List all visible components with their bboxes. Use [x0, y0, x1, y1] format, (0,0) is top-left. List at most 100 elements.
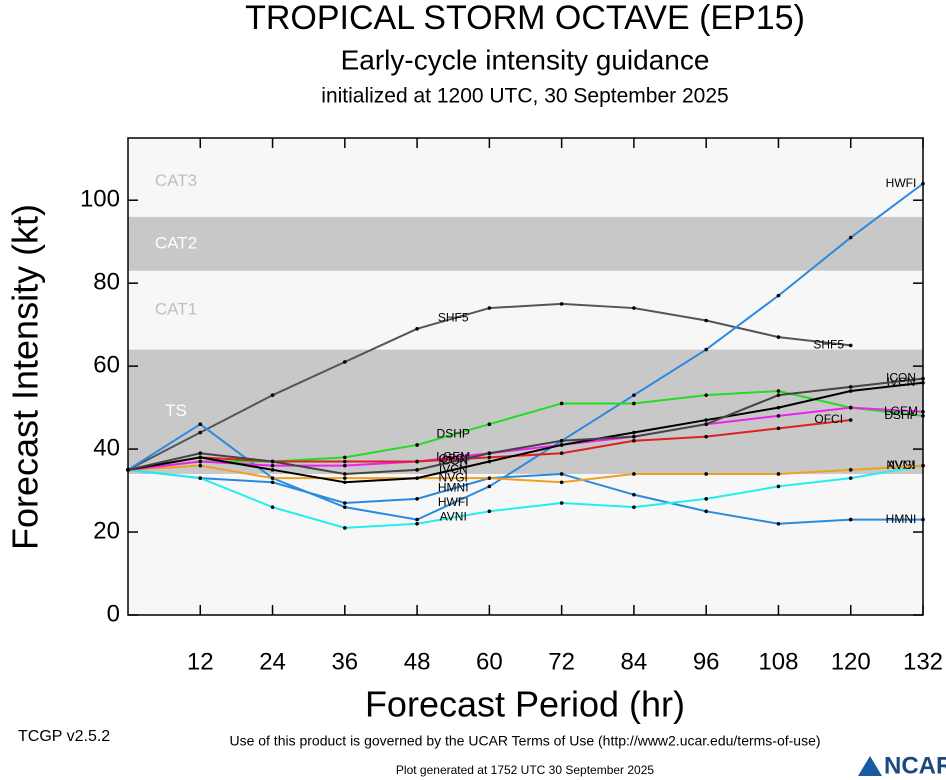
data-point — [343, 455, 347, 460]
x-tick-label: 60 — [476, 648, 503, 675]
plot-frame — [127, 137, 924, 616]
data-point — [487, 509, 492, 514]
data-point — [487, 451, 492, 456]
data-point — [415, 459, 419, 464]
data-point — [848, 385, 853, 389]
data-point — [776, 405, 781, 410]
data-point — [415, 327, 419, 331]
data-point — [198, 451, 203, 456]
data-point — [198, 476, 203, 480]
data-point — [198, 430, 203, 435]
series-line — [127, 406, 924, 471]
data-point — [559, 302, 564, 306]
series-label: OFCI — [439, 452, 468, 466]
x-tick-label: 72 — [548, 648, 575, 675]
band-label: TS — [165, 401, 187, 420]
intensity-band — [128, 146, 923, 217]
data-point — [559, 480, 564, 485]
series-line — [127, 464, 924, 529]
data-point — [632, 401, 636, 406]
data-point — [632, 438, 636, 443]
y-tick-label: 20 — [93, 517, 120, 544]
data-point — [270, 459, 275, 464]
data-point — [487, 484, 492, 489]
series-label: DSHP — [437, 427, 470, 441]
data-point — [704, 472, 708, 476]
data-point — [704, 497, 708, 501]
data-point — [921, 380, 925, 385]
y-tick-label: 80 — [93, 269, 120, 296]
data-point — [704, 318, 708, 323]
data-point — [848, 343, 853, 348]
data-point — [776, 293, 781, 298]
data-point — [921, 181, 925, 186]
data-point — [776, 521, 781, 526]
data-point — [559, 451, 564, 456]
y-tick-label: 100 — [80, 186, 120, 213]
data-point — [704, 418, 708, 422]
x-tick-label: 120 — [831, 648, 871, 675]
data-point — [704, 422, 708, 427]
x-tick-label: 12 — [187, 648, 214, 675]
data-point — [487, 306, 492, 310]
series-label: LGEM — [884, 404, 918, 418]
x-tick-label: 36 — [331, 648, 358, 675]
data-point — [198, 455, 203, 460]
band-label: CAT1 — [155, 300, 197, 319]
data-point — [415, 497, 419, 501]
data-point — [848, 389, 853, 393]
data-point — [776, 335, 781, 339]
data-point — [198, 463, 203, 468]
y-tick-label: 0 — [107, 600, 120, 627]
data-point — [198, 422, 203, 427]
data-point — [343, 476, 347, 480]
data-point — [848, 476, 853, 480]
data-point — [559, 472, 564, 476]
data-point — [343, 526, 347, 530]
data-point — [559, 501, 564, 505]
x-tick-label: 132 — [903, 648, 943, 675]
data-point — [848, 235, 853, 240]
data-point — [848, 468, 853, 472]
data-point — [704, 393, 708, 397]
x-tick-label: 96 — [693, 648, 720, 675]
series-label: ICON — [438, 454, 468, 468]
chart-subtitle: Early-cycle intensity guidance — [341, 44, 710, 75]
data-point — [848, 405, 853, 410]
data-point — [343, 459, 347, 464]
data-point — [270, 480, 275, 485]
data-point — [415, 476, 419, 480]
footer-terms: Use of this product is governed by the U… — [229, 733, 820, 749]
data-point — [126, 468, 130, 472]
footer-generated: Plot generated at 1752 UTC 30 September … — [396, 763, 654, 777]
data-point — [776, 393, 781, 397]
series-label: SHF5 — [438, 311, 469, 325]
data-point — [343, 505, 347, 509]
data-point — [848, 517, 853, 522]
series-label: ICON — [886, 371, 916, 385]
data-point — [270, 468, 275, 472]
data-point — [415, 521, 419, 526]
series-line — [127, 468, 923, 525]
data-point — [704, 347, 708, 352]
plot-area: TS CAT1 CAT2 CAT3 — [128, 138, 923, 615]
data-point — [270, 393, 275, 397]
data-point — [921, 409, 925, 414]
data-point — [270, 505, 275, 509]
logo-icon — [858, 756, 882, 776]
data-point — [632, 306, 636, 310]
data-point — [632, 430, 636, 435]
data-point — [559, 401, 564, 406]
data-point — [704, 509, 708, 514]
series-label: HMNI — [438, 481, 469, 495]
data-point — [921, 376, 925, 381]
series-line — [127, 377, 924, 475]
band-label: CAT3 — [155, 171, 197, 190]
y-axis-label: Forecast Intensity (kt) — [5, 204, 46, 550]
data-point — [776, 426, 781, 431]
series-line — [127, 381, 924, 484]
x-tick-label: 24 — [259, 648, 286, 675]
data-point — [559, 438, 564, 443]
data-point — [487, 422, 492, 427]
